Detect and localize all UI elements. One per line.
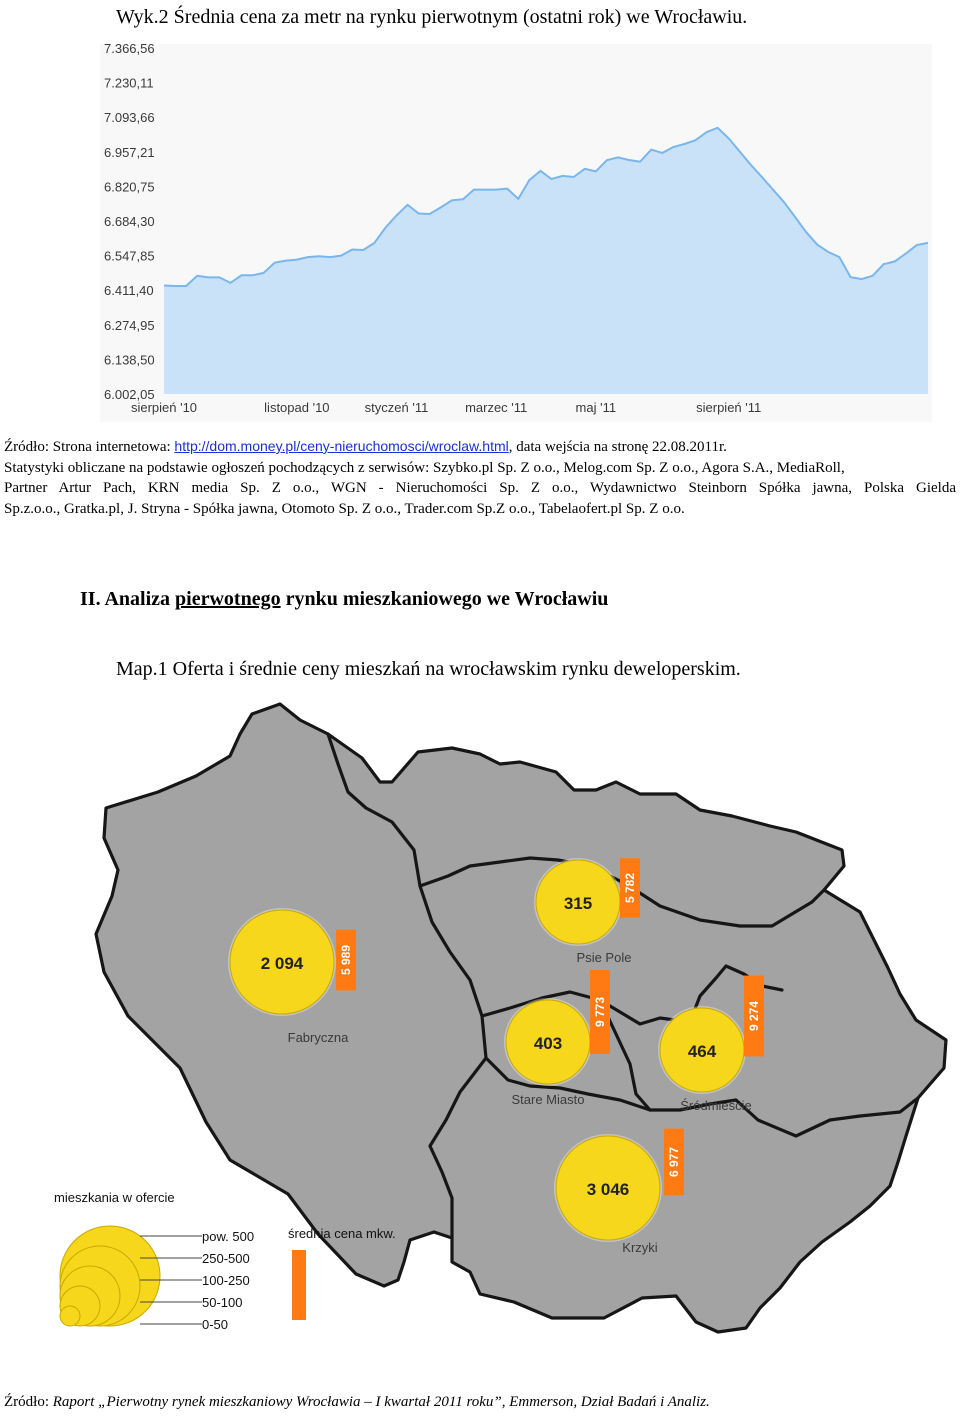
price-bar — [336, 929, 356, 991]
source-line-1: Źródło: Strona internetowa: http://dom.m… — [4, 436, 956, 458]
price-bar — [744, 975, 764, 1057]
district-name: Krzyki — [622, 1240, 658, 1255]
price-label: 9 274 — [747, 1001, 761, 1031]
y-tick-label: 6.138,50 — [104, 352, 155, 367]
legend-offers-title: mieszkania w ofercie — [54, 1190, 175, 1205]
y-tick-label: 6.684,30 — [104, 214, 155, 229]
source-word: 22.08.2011r. — [652, 439, 727, 455]
price-label: 6 977 — [667, 1147, 681, 1177]
price-label: 5 989 — [339, 945, 353, 975]
section-number: II. — [80, 588, 101, 610]
price-area — [164, 127, 928, 395]
legend-offers-range: 100-250 — [202, 1273, 250, 1288]
map-legend: mieszkania w ofercie pow. 500 250-500 100-2… — [54, 1190, 396, 1332]
source-link[interactable]: http://dom.money.pl/ceny-nieruchomosci/w… — [174, 438, 509, 454]
district-name: Psie Pole — [577, 950, 632, 965]
source-word: , — [508, 439, 513, 455]
y-tick-label: 6.411,40 — [104, 283, 154, 298]
y-tick-label: 6.274,95 — [104, 318, 155, 333]
legend-offers-circle — [59, 1305, 81, 1327]
district-1: 2 094 5 989 Fabryczna — [228, 908, 356, 1045]
price-chart-svg: 7.366,56 7.230,11 7.093,66 6.957,21 6.820,75… — [100, 44, 932, 422]
y-tick-label: 7.093,66 — [104, 110, 155, 125]
source-word: internetowa: — [95, 439, 171, 455]
district-marks: 2 094 5 989 Fabryczna 315 5 782 Psie Pole 403 9… — [228, 858, 764, 1255]
figure-title: Wyk.2 Średnia cena za metr na rynku pier… — [116, 6, 748, 28]
source-word: Strona — [52, 439, 92, 455]
legend-price-title: średnia cena mkw. — [288, 1226, 396, 1241]
offers-label: 403 — [534, 1034, 562, 1053]
offers-label: 315 — [564, 894, 592, 913]
section-title-underlined: pierwotnego — [175, 588, 281, 610]
y-tick-label: 7.230,11 — [104, 76, 154, 91]
source-word: stronę — [611, 439, 649, 455]
price-label: 9 773 — [593, 997, 607, 1027]
district-5: 3 046 6 977 Krzyki — [554, 1128, 684, 1255]
offers-circle — [555, 1135, 661, 1241]
border-stare-sr — [598, 998, 652, 1112]
offers-circle — [229, 909, 335, 1015]
y-tick-label: 6.002,05 — [104, 387, 155, 402]
y-tick-label: 7.366,56 — [104, 44, 155, 56]
offers-label: 2 094 — [261, 954, 304, 973]
source-word: Źródło: — [4, 439, 49, 455]
map-source-text: Raport „Pierwotny rynek mieszkaniowy Wro… — [52, 1394, 710, 1410]
border-krzyki — [484, 1056, 920, 1138]
section-title-pre: Analiza — [104, 588, 171, 610]
y-tick-label: 6.547,85 — [104, 249, 155, 264]
source-word: na — [593, 439, 608, 455]
price-bar — [664, 1128, 684, 1196]
source-line-4: Sp.z.o.o., Gratka.pl, J. Stryna - Spółka… — [4, 500, 685, 517]
x-tick-label: styczeń '11 — [365, 400, 429, 415]
x-tick-label: marzec '11 — [465, 400, 527, 415]
offers-label: 3 046 — [587, 1180, 630, 1199]
x-tick-label: sierpień '11 — [696, 400, 761, 415]
y-tick-label: 6.957,21 — [104, 145, 155, 160]
legend-offers-range: 0-50 — [202, 1317, 228, 1332]
section-heading: II. Analiza pierwotnego rynku mieszkanio… — [80, 588, 608, 611]
district-name: Fabryczna — [288, 1030, 349, 1045]
map-source-prefix: Źródło: — [4, 1394, 49, 1410]
district-name: Stare Miasto — [512, 1092, 585, 1107]
map-title: Map.1 Oferta i średnie ceny mieszkań na … — [116, 658, 741, 680]
district-2: 315 5 782 Psie Pole — [534, 858, 640, 965]
price-bar — [620, 858, 640, 918]
map-source: Źródło: Raport „Pierwotny rynek mieszkan… — [4, 1394, 710, 1411]
chart-source: Źródło: Strona internetowa: http://dom.m… — [4, 436, 956, 519]
legend-offers-range: 250-500 — [202, 1251, 250, 1266]
district-3: 403 9 773 Stare Miasto — [504, 970, 610, 1107]
source-line-2: Statystyki obliczane na podstawie ogłosz… — [4, 459, 845, 476]
x-tick-label: sierpień '10 — [131, 400, 197, 415]
x-tick-label: maj '11 — [576, 400, 617, 415]
border-fabryczna — [326, 732, 488, 1240]
offers-label: 464 — [688, 1042, 717, 1061]
district-name: Śródmieście — [680, 1098, 752, 1113]
district-4: 464 9 274 Śródmieście — [658, 975, 764, 1113]
section-title-post: rynku mieszkaniowego we Wrocławiu — [285, 588, 609, 610]
source-word: wejścia — [544, 439, 590, 455]
price-label: 5 782 — [623, 873, 637, 903]
x-tick-label: listopad '10 — [264, 400, 329, 415]
price-bar — [590, 970, 610, 1054]
district-map: 2 094 5 989 Fabryczna 315 5 782 Psie Pole 403 9… — [54, 702, 948, 1334]
legend-offers-range: 50-100 — [202, 1295, 242, 1310]
source-word: data — [516, 439, 542, 455]
price-line — [163, 126, 929, 287]
legend-offers-range: pow. 500 — [202, 1229, 254, 1244]
price-chart: 7.366,56 7.230,11 7.093,66 6.957,21 6.820,75… — [100, 44, 932, 422]
y-tick-label: 6.820,75 — [104, 179, 155, 194]
source-line-3: Partner Artur Pach, KRN media Sp. Z o.o.… — [4, 480, 956, 496]
legend-price-bar — [292, 1250, 306, 1320]
